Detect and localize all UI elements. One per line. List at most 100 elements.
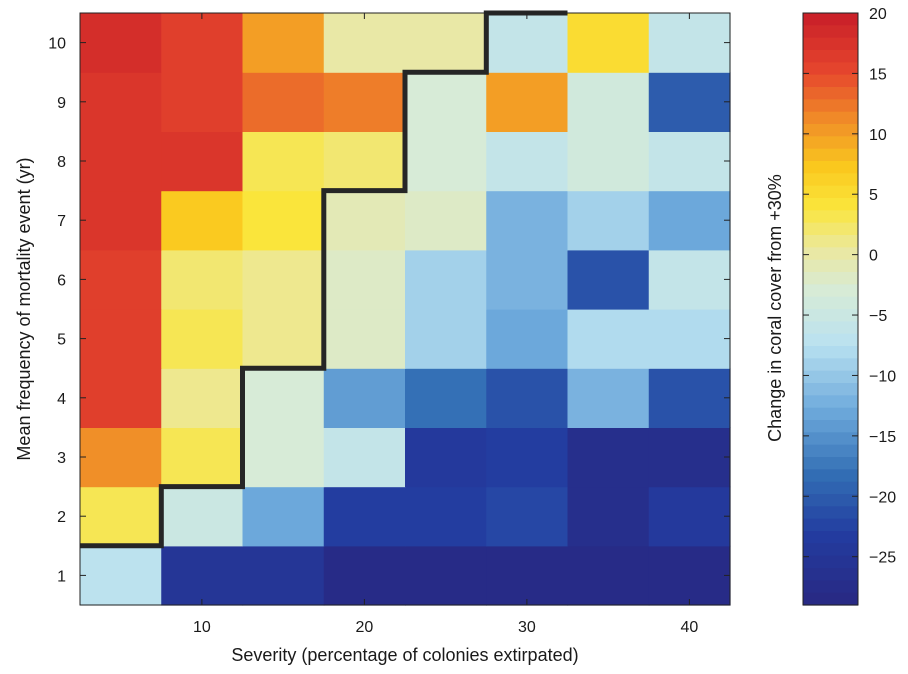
colorbar-band [803,185,858,199]
colorbar-band [803,173,858,187]
colorbar-band [803,235,858,248]
heatmap-cell [648,13,731,73]
heatmap-cell [80,72,162,132]
heatmap-cell [405,545,487,606]
heatmap-cell [567,368,650,428]
heatmap-cell [648,72,731,132]
colorbar-band [803,124,858,137]
heatmap-cell [80,249,162,310]
colorbar-tick-label: 0 [869,248,878,265]
heatmap-cell [323,545,406,606]
heatmap-cell [80,13,162,73]
y-tick-label: 6 [57,272,66,289]
colorbar-label: Change in coral cover from +30% [765,174,785,442]
heatmap-cell [486,368,569,428]
x-axis-label: Severity (percentage of colonies extirpa… [231,645,578,665]
heatmap-cell [323,368,406,428]
colorbar-tick-label: 10 [869,127,887,144]
heatmap-cell [161,13,244,73]
colorbar-band [803,284,858,298]
colorbar-tick-label: −15 [869,429,896,446]
heatmap-cell [323,72,406,132]
y-tick-label: 7 [57,213,66,230]
heatmap-cell [323,13,406,73]
colorbar-band [803,222,858,236]
colorbar-band [803,370,858,384]
heatmap-cell [80,131,162,192]
heatmap-cell [567,131,650,192]
heatmap-cell [486,190,569,251]
heatmap-cell [242,486,325,547]
heatmap-cell [486,486,569,547]
colorbar [803,13,858,606]
heatmap-cell [405,368,487,428]
heatmap-cell [405,309,487,369]
heatmap-cell [80,190,162,251]
colorbar-band [803,580,858,594]
y-tick-label: 3 [57,450,66,467]
y-tick-label: 8 [57,154,66,171]
x-tick-label: 10 [193,619,211,636]
colorbar-frame [802,12,859,606]
colorbar-band [803,161,858,174]
colorbar-band [803,518,858,532]
y-tick-label: 2 [57,509,66,526]
boundary-line [80,10,568,549]
heatmap-cell [161,309,244,369]
colorbar-band [803,568,858,581]
heatmap-cell [242,72,325,132]
heatmap-cell [486,72,569,132]
heatmap-cell [648,190,731,251]
heatmap-cell [80,545,162,606]
heatmap-cell [567,72,650,132]
y-axis-label: Mean frequency of mortality event (yr) [14,157,34,460]
heatmap-cell [405,486,487,547]
heatmap-cell [161,72,244,132]
heatmap-cell [242,190,325,251]
colorbar-band [803,99,858,113]
heatmap-cell [567,309,650,369]
colorbar-band [803,506,858,520]
heatmap-cell [80,486,162,547]
x-tick-label: 20 [355,619,373,636]
y-axis-ticks: 1 2 3 4 5 6 7 8 9 10 [48,36,730,585]
heatmap-cell [567,249,650,310]
heatmap-cell [648,545,731,606]
y-tick-label: 9 [57,95,66,112]
colorbar-band [803,309,858,322]
heatmap-cell [161,486,244,547]
heatmap-cell [161,190,244,251]
heatmap-cell [486,309,569,369]
heatmap-cell [161,249,244,310]
x-axis-ticks: 10 20 30 40 [193,13,698,636]
colorbar-tick-label: 20 [869,6,887,23]
colorbar-band [803,543,858,557]
heatmap-cell [242,13,325,73]
heatmap-cell [486,427,569,488]
heatmap-cell [405,13,487,73]
colorbar-band [803,87,858,100]
heatmap-cell [405,427,487,488]
colorbar-band [803,50,858,63]
heatmap-cell [242,249,325,310]
colorbar-band [803,395,858,409]
colorbar-tick-label: 15 [869,66,887,83]
colorbar-ticks: 20 15 10 5 0 −5 −10 −15 −20 −25 [803,6,896,567]
colorbar-tick-label: −25 [869,550,896,567]
colorbar-tick-label: −20 [869,489,896,506]
colorbar-band [803,37,858,51]
colorbar-band [803,358,858,372]
colorbar-band [803,247,858,261]
colorbar-band [803,592,858,606]
colorbar-band [803,272,858,285]
boundary-layer [80,10,568,549]
colorbar-band [803,74,858,88]
y-tick-label: 1 [57,568,66,585]
heatmap-cell [648,368,731,428]
heatmap-cell [486,249,569,310]
heatmap-cell [567,486,650,547]
heatmap-cell [648,309,731,369]
heatmap-cell [405,249,487,310]
colorbar-band [803,407,858,421]
